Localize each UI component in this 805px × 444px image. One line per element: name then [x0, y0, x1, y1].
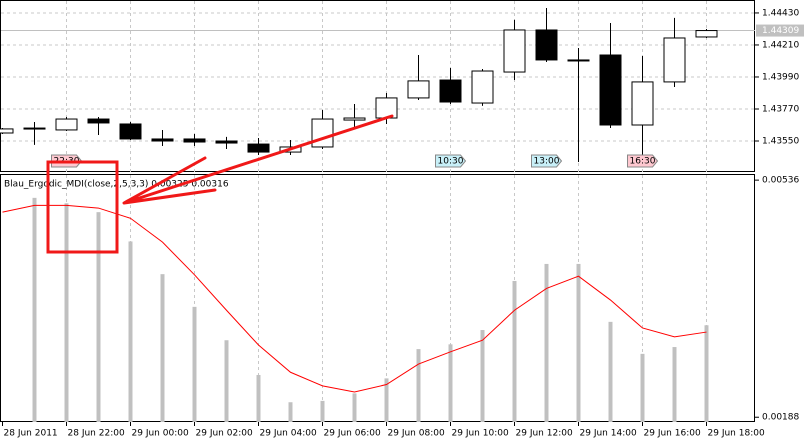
candle-body	[535, 29, 558, 61]
price-panel	[0, 0, 755, 172]
histogram-bar	[224, 340, 229, 422]
histogram-bar	[672, 347, 677, 422]
histogram-bar	[192, 306, 197, 422]
candle-body	[343, 117, 366, 121]
signal-line	[2, 204, 707, 393]
candle-body	[663, 37, 686, 83]
x-tick-label: 29 Jun 12:00	[516, 429, 573, 439]
y-tick-label: 1.44210	[762, 40, 799, 50]
candle-body	[599, 54, 622, 126]
time-marker	[435, 154, 467, 168]
histogram-bar	[320, 400, 325, 422]
candle-body	[311, 118, 334, 148]
histogram-bar	[96, 212, 101, 422]
x-tick-label: 29 Jun 02:00	[196, 429, 253, 439]
y-tick-label: 1.43990	[762, 72, 799, 82]
histogram-bar	[288, 402, 293, 422]
y-tick-label: 0.00188	[762, 413, 799, 423]
candle-body	[407, 80, 430, 99]
candle-body	[183, 138, 206, 143]
x-tick-label: 29 Jun 00:00	[132, 429, 189, 439]
histogram-bar	[256, 374, 261, 422]
histogram-bar	[704, 325, 709, 422]
histogram-bar	[32, 197, 37, 422]
candle-body	[23, 127, 46, 130]
x-tick-label: 29 Jun 04:00	[260, 429, 317, 439]
x-tick-label: 29 Jun 08:00	[388, 429, 445, 439]
y-tick-label: 0.00536	[762, 176, 799, 186]
time-marker	[627, 154, 659, 168]
x-tick-label: 28 Jun 22:00	[68, 429, 125, 439]
y-tick-label: 1.43770	[762, 104, 799, 114]
last-price-label: 1.44309	[762, 26, 799, 36]
indicator-panel	[0, 174, 755, 422]
histogram-bar	[640, 353, 645, 422]
time-marker-label: 16:30	[630, 157, 656, 167]
time-marker	[531, 154, 563, 168]
histogram-bar	[608, 321, 613, 422]
candle-body	[151, 138, 174, 142]
last-price-box	[756, 24, 804, 37]
histogram-bar	[480, 330, 485, 422]
time-marker-label: 10:30	[438, 157, 464, 167]
candle-body	[439, 79, 462, 103]
candle-body	[503, 29, 526, 73]
histogram-bar	[64, 203, 69, 422]
time-marker-label: 13:00	[534, 157, 560, 167]
histogram-bar	[544, 263, 549, 422]
annotation	[46, 114, 394, 254]
candle-body	[375, 97, 398, 119]
histogram-bar	[448, 344, 453, 422]
x-tick-label: 28 Jun 2011	[4, 429, 58, 439]
candle-body	[55, 118, 78, 131]
histogram-bar	[576, 263, 581, 422]
candle-body	[631, 81, 654, 126]
x-tick-label: 29 Jun 10:00	[452, 429, 509, 439]
y-tick-label: 1.44430	[762, 8, 799, 18]
arrow	[122, 114, 394, 205]
candle-body	[119, 123, 142, 140]
candle-body	[87, 118, 110, 124]
histogram-bar	[512, 280, 517, 422]
candle-body	[567, 59, 590, 62]
x-tick-label: 29 Jun 18:00	[708, 429, 765, 439]
histogram-bar	[128, 241, 133, 422]
x-tick-label: 29 Jun 14:00	[580, 429, 637, 439]
candle-body	[215, 140, 238, 144]
histogram-bar	[384, 378, 389, 422]
candle-body	[695, 30, 718, 38]
candle-body	[0, 128, 14, 134]
candle-body	[471, 70, 494, 104]
histogram-bar	[160, 274, 165, 422]
histogram-bar	[352, 393, 357, 422]
candle-body	[247, 143, 270, 153]
y-tick-label: 1.43550	[762, 137, 799, 147]
x-tick-label: 29 Jun 16:00	[644, 429, 701, 439]
histogram-bar	[416, 349, 421, 422]
x-tick-label: 29 Jun 06:00	[324, 429, 381, 439]
highlight-box	[46, 160, 119, 254]
